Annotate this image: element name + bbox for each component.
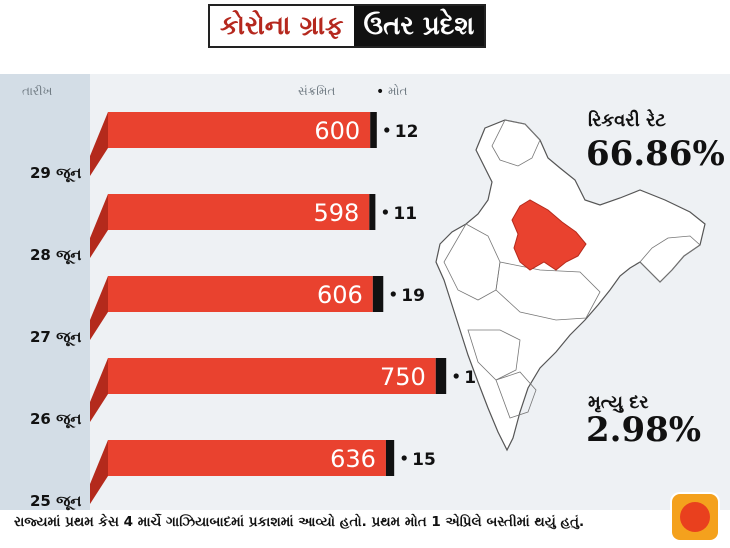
death-dot xyxy=(390,291,396,297)
recovery-rate-label: રિકવરી રેટ xyxy=(588,110,666,131)
case-bar xyxy=(108,358,436,394)
death-rate-value: 2.98% xyxy=(586,410,702,450)
date-label: 26 જૂન xyxy=(30,410,81,428)
case-value-label: 636 xyxy=(330,445,376,473)
death-dot xyxy=(401,455,407,461)
bar-fold xyxy=(90,194,108,258)
death-bar xyxy=(435,358,447,394)
recovery-rate-value: 66.86% xyxy=(586,134,725,174)
death-dot xyxy=(453,373,459,379)
footer-note: રાજ્યમાં પ્રથમ કેસ 4 માર્ચે ગાઝિયાબાદમાં… xyxy=(14,514,585,530)
death-value-label: 19 xyxy=(401,286,425,306)
case-bar xyxy=(108,112,371,148)
case-bar xyxy=(108,440,386,476)
death-legend-dot: • xyxy=(376,84,385,100)
death-bar xyxy=(369,194,376,230)
bar-fold xyxy=(90,440,108,504)
bar-fold xyxy=(90,112,108,176)
date-label: 25 જૂન xyxy=(30,492,81,510)
header-deaths: મોત xyxy=(388,84,408,98)
case-value-label: 598 xyxy=(314,199,360,227)
death-dot xyxy=(384,127,390,133)
case-value-label: 600 xyxy=(314,117,360,145)
case-value-label: 750 xyxy=(380,363,426,391)
death-dot xyxy=(382,209,388,215)
header-cases: સંક્રમિત xyxy=(298,84,336,98)
death-bar xyxy=(385,440,395,476)
date-label: 27 જૂન xyxy=(30,328,81,346)
death-rate-label: મૃત્યુ દર xyxy=(588,392,649,413)
death-bar xyxy=(370,112,377,148)
case-value-label: 606 xyxy=(317,281,363,309)
bar-fold xyxy=(90,276,108,340)
bar-fold xyxy=(90,358,108,422)
death-value-label: 11 xyxy=(393,204,417,224)
death-value-label: 15 xyxy=(412,450,436,470)
case-bar xyxy=(108,194,370,230)
death-value-label: 12 xyxy=(395,122,419,142)
title-banner: કોરોના ગ્રાફ ઉતર પ્રદેશ xyxy=(208,4,487,48)
title-corona-graph: કોરોના ગ્રાફ xyxy=(210,6,354,46)
title-state: ઉતર પ્રદેશ xyxy=(353,6,485,46)
divya-bhaskar-logo-icon xyxy=(672,494,718,540)
date-label: 29 જૂન xyxy=(30,164,81,182)
date-column xyxy=(0,74,90,510)
date-label: 28 જૂન xyxy=(30,246,81,264)
case-bar xyxy=(108,276,373,312)
death-bar xyxy=(372,276,384,312)
header-date: તારીખ xyxy=(22,84,53,98)
